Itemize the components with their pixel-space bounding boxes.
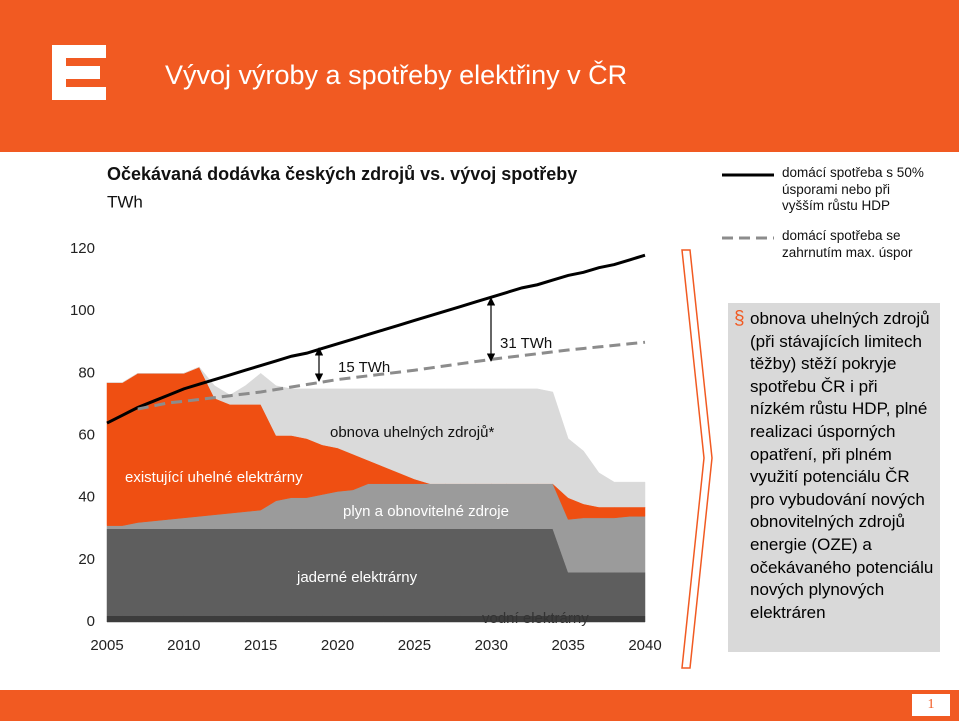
header-band (0, 0, 959, 152)
y-tick-label: 40 (78, 489, 95, 506)
chevron-arrow (681, 249, 713, 669)
area-label: vodní elektrárny (482, 610, 589, 627)
x-tick-label: 2025 (398, 637, 431, 654)
logo (52, 45, 106, 100)
area-label: jaderné elektrárny (296, 569, 418, 586)
line (106, 253, 646, 425)
note-box: § obnova uhelných zdrojů (při stávajícíc… (728, 303, 940, 652)
area-label: obnova uhelných zdrojů* (330, 424, 494, 441)
x-tick-label: 2015 (244, 637, 277, 654)
y-tick-label: 20 (78, 551, 95, 568)
slide-title: Vývoj výroby a spotřeby elektřiny v ČR (165, 60, 628, 90)
y-tick-label: 0 (87, 613, 95, 630)
line (137, 340, 646, 411)
x-tick-label: 2005 (90, 637, 123, 654)
area-label: plyn a obnovitelné zdroje (343, 503, 509, 520)
x-tick-label: 2035 (551, 637, 584, 654)
bullet: § (734, 308, 745, 329)
y-axis-label: TWh (107, 192, 143, 211)
y-tick-label: 60 (78, 426, 95, 443)
annotation: 31 TWh (500, 335, 552, 352)
y-tick-label: 120 (70, 240, 95, 257)
legend-label: domácí spotřeba s 50% úsporami nebo při … (782, 165, 924, 213)
y-tick-label: 80 (78, 364, 95, 381)
x-tick-label: 2030 (475, 637, 508, 654)
page-number: 1 (912, 694, 950, 716)
x-tick-label: 2020 (321, 637, 354, 654)
area (107, 366, 646, 508)
x-tick-label: 2010 (167, 637, 200, 654)
note-text: obnova uhelných zdrojů (při stávajících … (750, 309, 934, 622)
x-tick-label: 2040 (628, 637, 661, 654)
annotation: 15 TWh (338, 359, 390, 376)
y-tick-label: 100 (70, 302, 95, 319)
area-label: existující uhelné elektrárny (125, 469, 303, 486)
legend-label: domácí spotřeba se zahrnutím max. úspor (782, 228, 913, 260)
footer-band (0, 690, 959, 721)
chart-title: Očekávaná dodávka českých zdrojů vs. výv… (107, 164, 577, 184)
